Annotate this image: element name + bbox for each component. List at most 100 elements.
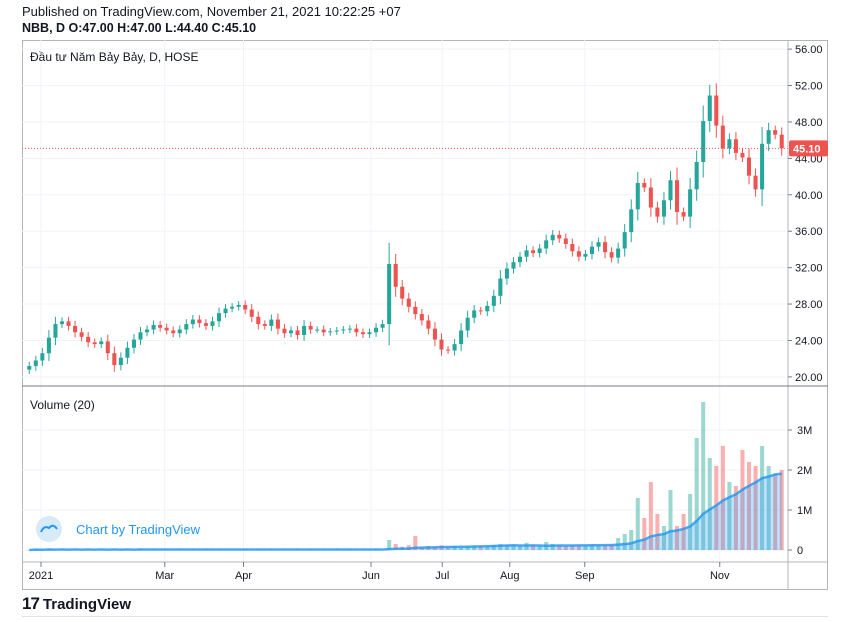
time-tick-label: Mar xyxy=(155,570,174,582)
candle-body xyxy=(642,182,647,188)
candle-body xyxy=(668,180,673,201)
tradingview-logo-text: TradingView xyxy=(42,595,132,613)
volume-bar xyxy=(446,548,451,550)
volume-ma xyxy=(29,472,782,552)
volume-bar xyxy=(413,536,418,550)
volume-tick-label: 2M xyxy=(797,465,812,477)
candle-body xyxy=(629,209,634,233)
price-tick-label: 20.00 xyxy=(795,372,823,384)
candle-body xyxy=(393,263,398,287)
last-price-value: 45.10 xyxy=(793,143,821,155)
candle-body xyxy=(563,238,568,244)
candle-body xyxy=(746,157,752,176)
volume-bar xyxy=(694,438,699,550)
watermark-text: Chart by TradingView xyxy=(76,522,201,537)
volume-bar xyxy=(622,534,627,550)
volume-bar xyxy=(668,490,673,550)
candle-body xyxy=(707,95,712,122)
candle-body xyxy=(616,248,621,258)
volume-bar xyxy=(675,526,680,550)
candle-body xyxy=(99,341,104,345)
price-tick-label: 28.00 xyxy=(795,299,823,311)
candle-body xyxy=(635,182,640,210)
candle-body xyxy=(190,319,195,325)
candle-body xyxy=(504,268,509,279)
candle-body xyxy=(753,175,758,190)
volume-bar xyxy=(465,546,470,550)
published-line: Published on TradingView.com, November 2… xyxy=(22,4,401,19)
candle-body xyxy=(583,253,588,257)
candle-body xyxy=(59,321,65,325)
volume-bar xyxy=(557,545,562,550)
volume-bar xyxy=(537,546,542,550)
volume-bar xyxy=(570,545,575,550)
volume-bar xyxy=(596,546,601,550)
price-tick-label: 36.00 xyxy=(795,226,823,238)
volume-bar xyxy=(648,482,653,550)
volume-tick-label: 3M xyxy=(797,425,812,437)
candle-body xyxy=(446,349,451,351)
volume-bar xyxy=(760,446,765,550)
candle-body xyxy=(86,336,91,343)
candle-body xyxy=(603,242,608,253)
volume-bar xyxy=(740,450,745,550)
candle-body xyxy=(230,306,235,309)
candle-body xyxy=(537,248,542,254)
price-tick-label: 24.00 xyxy=(795,335,823,347)
time-tick-label: Jun xyxy=(362,570,380,582)
volume-bar xyxy=(681,514,686,550)
candle-body xyxy=(131,339,136,348)
candle-body xyxy=(570,243,575,252)
cloud-wave-icon xyxy=(40,524,58,533)
candle-body xyxy=(256,316,261,325)
candle-body xyxy=(426,320,431,329)
price-tick-label: 56.00 xyxy=(795,44,823,56)
candle-body xyxy=(452,344,457,351)
candle-body xyxy=(164,327,169,331)
candle-body xyxy=(648,187,653,208)
candle-body xyxy=(701,121,706,163)
candle-body xyxy=(151,324,156,330)
candle-body xyxy=(524,250,529,257)
candle-body xyxy=(740,152,745,158)
tradingview-logo[interactable]: 17 TradingView xyxy=(22,594,131,614)
candle-body xyxy=(557,234,562,239)
volume-bar xyxy=(661,526,666,550)
candle-body xyxy=(655,207,660,217)
candle-body xyxy=(387,263,392,325)
candle-body xyxy=(125,347,130,358)
candle-body xyxy=(210,321,215,326)
candle-body xyxy=(92,342,97,345)
candle-body xyxy=(334,330,339,332)
grid-lines xyxy=(22,40,788,562)
volume-bar xyxy=(609,544,614,550)
volume-bar xyxy=(773,474,778,550)
volume-bar xyxy=(707,458,712,550)
candle-body xyxy=(321,329,326,333)
volume-bar xyxy=(459,548,464,550)
volume-bar xyxy=(629,530,634,550)
candle-body xyxy=(223,308,228,314)
last-price-badge: 45.10 xyxy=(789,140,828,157)
candle-body xyxy=(197,319,202,324)
candle-body xyxy=(73,325,78,333)
candle-body xyxy=(341,329,346,331)
price-volume-chart[interactable]: 56.00 52.00 48.00 44.00 40.00 36.00 32.00 28.00… xyxy=(22,40,828,590)
volume-bar xyxy=(714,466,719,550)
volume-bar xyxy=(655,514,660,550)
candle-body xyxy=(681,212,686,217)
candle-body xyxy=(177,329,182,334)
price-tick-label: 52.00 xyxy=(795,81,823,93)
volume-bar xyxy=(746,462,752,550)
axes xyxy=(22,40,828,590)
chart-frame[interactable]: 56.00 52.00 48.00 44.00 40.00 36.00 32.00 28.00… xyxy=(22,40,828,590)
candle-body xyxy=(236,304,241,307)
time-tick-label: 2021 xyxy=(29,570,53,582)
candle-body xyxy=(328,331,333,333)
volume-bar xyxy=(779,470,784,550)
candle-body xyxy=(760,143,765,190)
candle-body xyxy=(733,139,738,153)
candle-body xyxy=(517,256,523,263)
candlesticks xyxy=(27,83,784,374)
candle-body xyxy=(262,324,267,326)
